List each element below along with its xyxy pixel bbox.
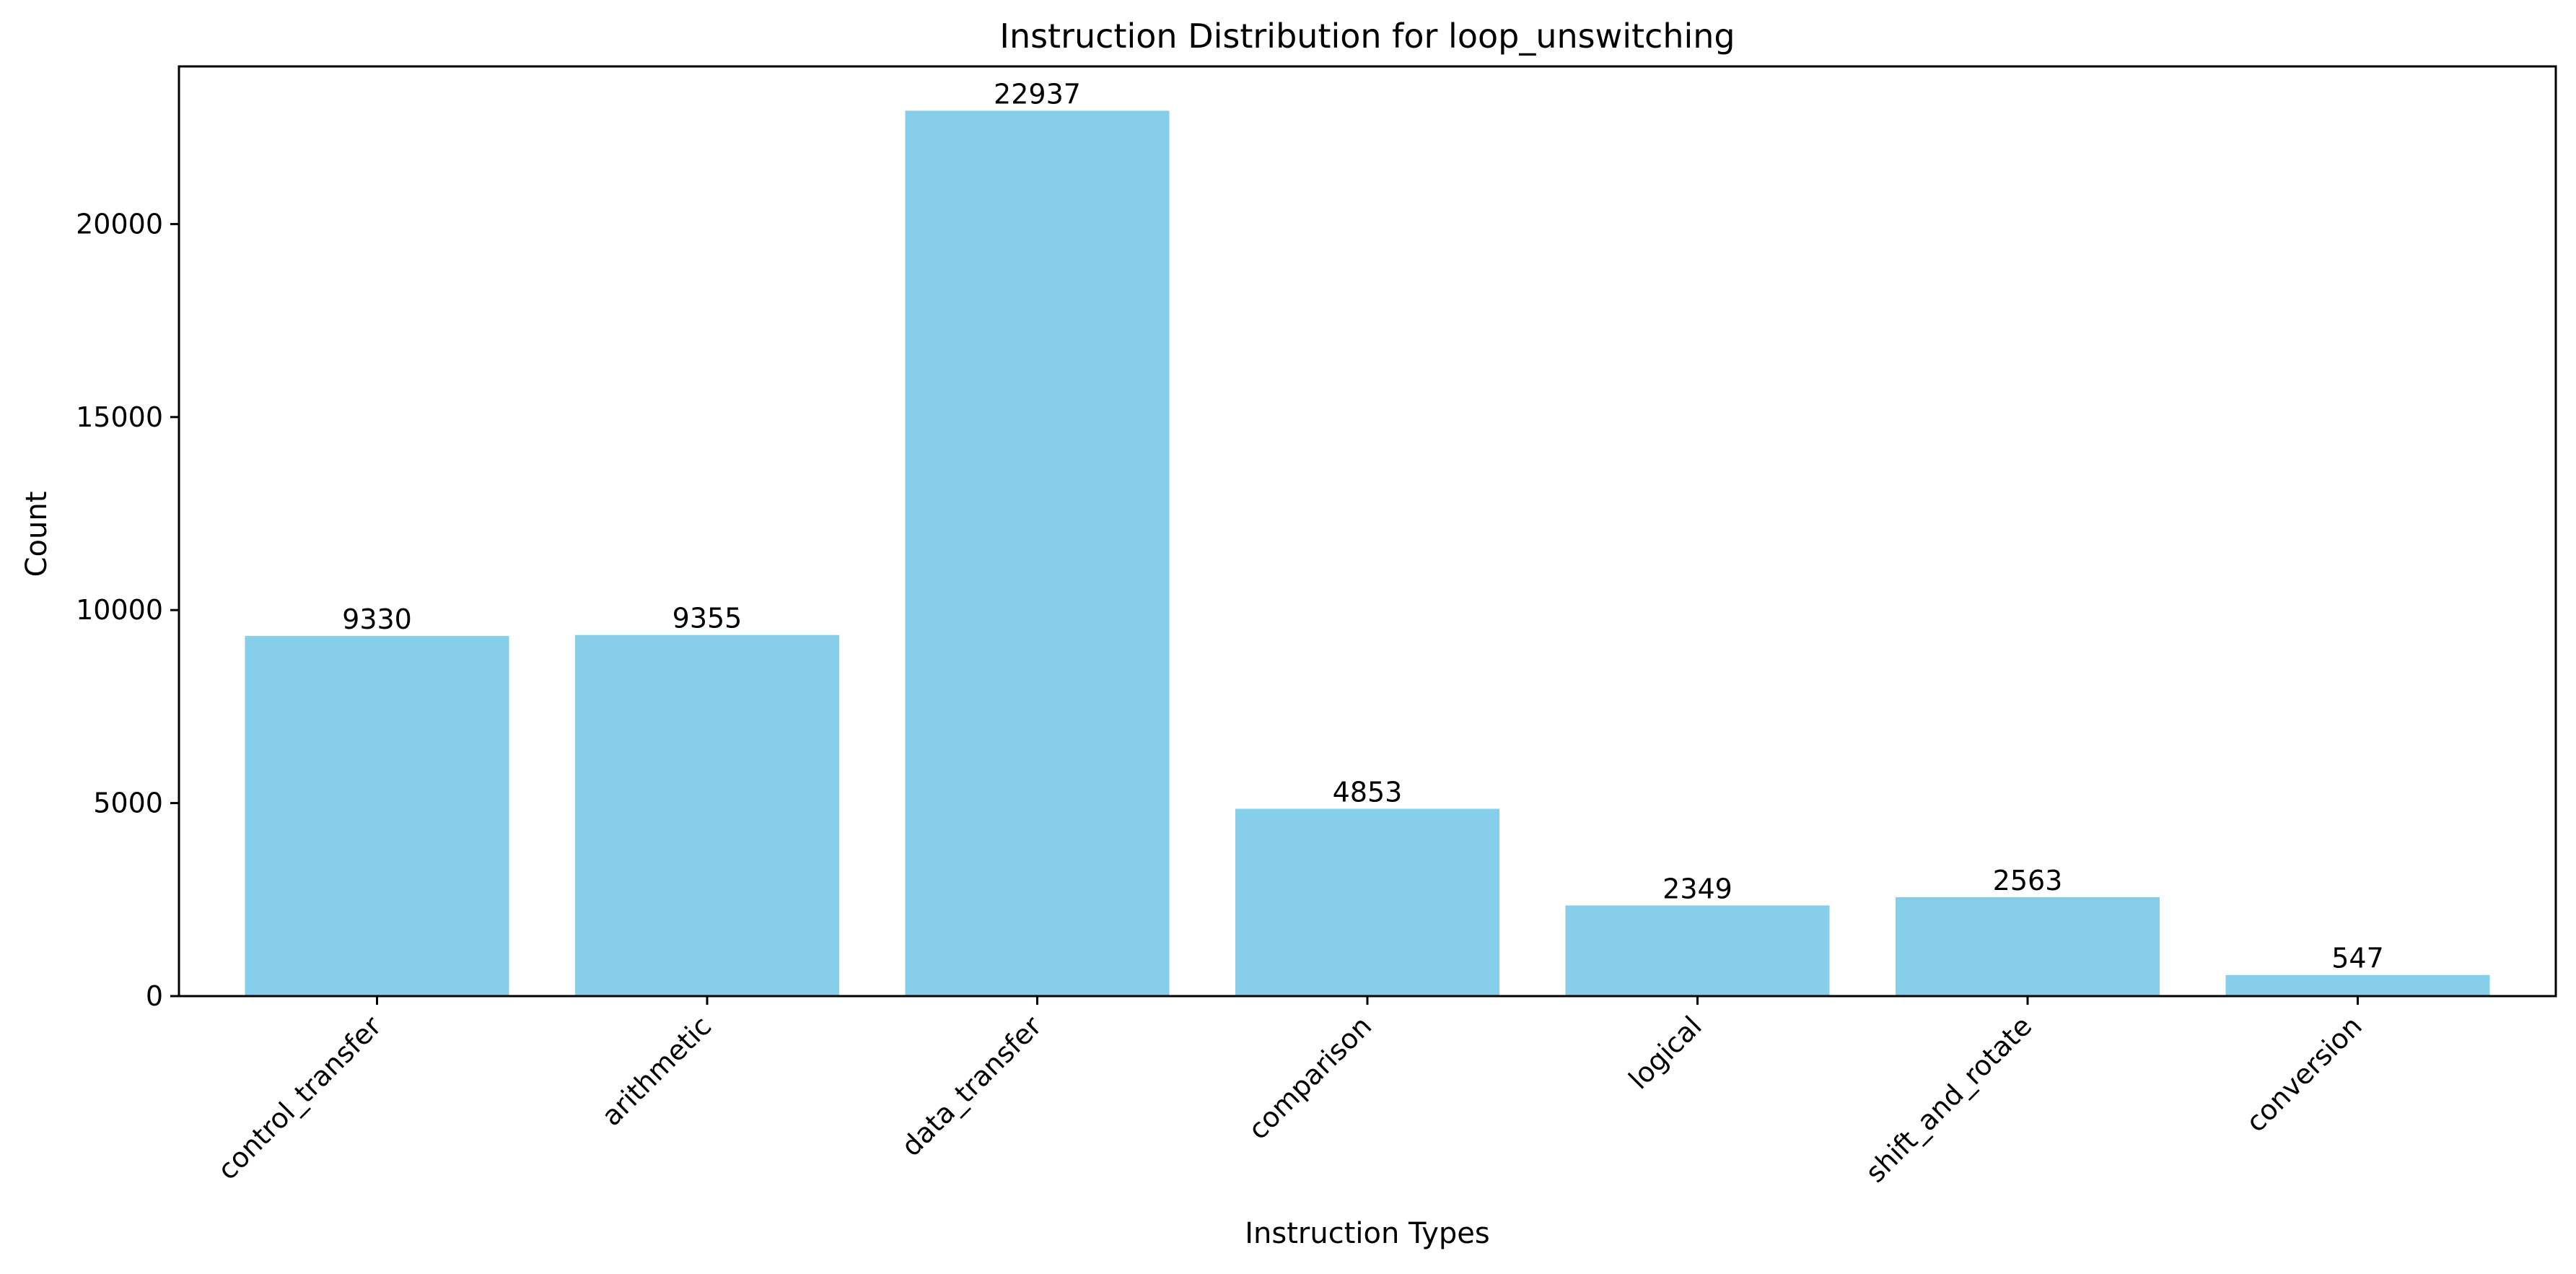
bar-value-label: 547 [2331, 943, 2384, 974]
bar-value-label: 4853 [1333, 776, 1403, 808]
bar-arithmetic [575, 634, 839, 996]
y-axis-ticks: 0 5000 10000 15000 20000 [76, 208, 179, 1012]
bar-value-label: 2349 [1662, 873, 1732, 904]
y-axis-label: Count [20, 492, 53, 577]
bar-conversion [2225, 974, 2490, 996]
bar-labels-layer: 9330 9355 22937 4853 2349 2563 547 [342, 78, 2384, 974]
x-tick-label: data_transfer [895, 1010, 1048, 1162]
bar-value-label: 22937 [994, 78, 1081, 110]
bars-layer [245, 110, 2490, 997]
bar-logical [1565, 905, 1830, 996]
bar-value-label: 9355 [673, 603, 742, 634]
bar-comparison [1235, 808, 1499, 996]
x-tick-label: control_transfer [211, 1010, 387, 1186]
plot-frame [178, 65, 2557, 998]
bar-value-label: 9330 [342, 603, 412, 635]
x-tick-label: conversion [2240, 1010, 2368, 1138]
x-tick-label: arithmetic [595, 1010, 717, 1132]
y-tick-label: 15000 [76, 401, 163, 433]
x-tick-label: logical [1623, 1010, 1708, 1095]
y-tick-label: 20000 [76, 208, 163, 240]
x-tick-label: comparison [1242, 1010, 1377, 1146]
x-axis-label: Instruction Types [1245, 1217, 1490, 1250]
y-tick-label: 0 [146, 980, 163, 1012]
x-tick-label: shift_and_rotate [1859, 1010, 2038, 1189]
x-axis-ticks: control_transfer arithmetic data_transfer c… [211, 996, 2368, 1189]
bar-control_transfer [245, 636, 509, 996]
y-tick-label: 10000 [76, 594, 163, 626]
y-tick-label: 5000 [93, 787, 163, 819]
bar-data_transfer [905, 110, 1170, 997]
bar-value-label: 2563 [1993, 865, 2063, 896]
chart-title: Instruction Distribution for loop_unswit… [999, 17, 1735, 56]
bar-shift_and_rotate [1896, 896, 2160, 996]
